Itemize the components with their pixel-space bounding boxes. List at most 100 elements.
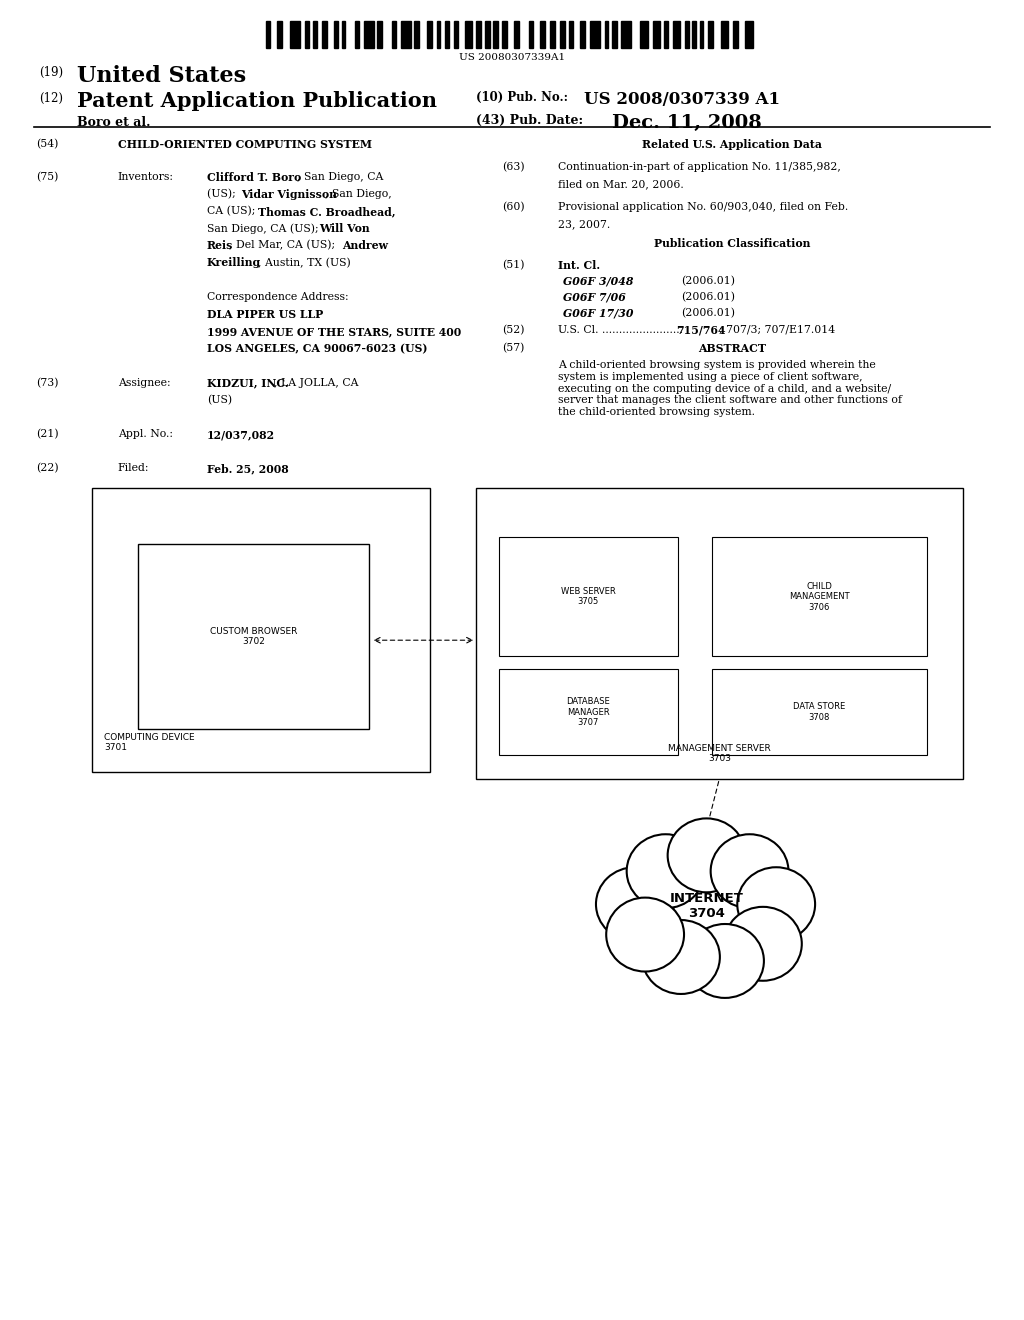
Bar — [427, 21, 432, 48]
Bar — [652, 21, 660, 48]
Text: (63): (63) — [502, 162, 524, 173]
Bar — [445, 21, 449, 48]
Bar — [529, 21, 534, 48]
Text: (12): (12) — [39, 92, 62, 106]
Bar — [290, 21, 300, 48]
Bar — [266, 21, 270, 48]
Text: Provisional application No. 60/903,040, filed on Feb.: Provisional application No. 60/903,040, … — [558, 202, 848, 211]
Bar — [378, 21, 382, 48]
Bar — [392, 21, 396, 48]
Bar — [499, 669, 678, 755]
Text: US 2008/0307339 A1: US 2008/0307339 A1 — [584, 91, 779, 108]
Bar — [436, 21, 440, 48]
Bar — [92, 488, 430, 772]
Ellipse shape — [668, 818, 745, 892]
Ellipse shape — [627, 834, 705, 908]
Text: INTERNET
3704: INTERNET 3704 — [670, 891, 743, 920]
Bar — [745, 21, 753, 48]
Text: , LA JOLLA, CA: , LA JOLLA, CA — [274, 378, 359, 388]
Ellipse shape — [724, 907, 802, 981]
Text: CA (US);: CA (US); — [207, 206, 259, 216]
Bar — [454, 21, 458, 48]
Bar — [712, 537, 927, 656]
Text: CUSTOM BROWSER
3702: CUSTOM BROWSER 3702 — [210, 627, 297, 645]
Text: (2006.01): (2006.01) — [681, 292, 735, 302]
Text: Vidar Vignisson: Vidar Vignisson — [241, 189, 337, 199]
Text: G06F 3/048: G06F 3/048 — [563, 276, 634, 286]
Text: (22): (22) — [36, 463, 58, 474]
Text: CHILD
MANAGEMENT
3706: CHILD MANAGEMENT 3706 — [788, 582, 850, 611]
Text: Related U.S. Application Data: Related U.S. Application Data — [642, 139, 822, 149]
Bar — [322, 21, 327, 48]
Ellipse shape — [596, 867, 674, 941]
Text: Publication Classification: Publication Classification — [654, 238, 810, 248]
Text: COMPUTING DEVICE
3701: COMPUTING DEVICE 3701 — [104, 733, 196, 752]
Text: Kreilling: Kreilling — [207, 257, 261, 268]
Bar — [313, 21, 316, 48]
Text: LOS ANGELES, CA 90067-6023 (US): LOS ANGELES, CA 90067-6023 (US) — [207, 343, 427, 354]
Bar — [494, 21, 499, 48]
Text: (54): (54) — [36, 139, 58, 149]
Text: G06F 17/30: G06F 17/30 — [563, 308, 634, 318]
Text: (60): (60) — [502, 202, 524, 213]
Text: DATA STORE
3708: DATA STORE 3708 — [793, 702, 846, 722]
Text: Patent Application Publication: Patent Application Publication — [77, 91, 437, 111]
Bar — [580, 21, 585, 48]
Text: , San Diego,: , San Diego, — [326, 189, 392, 199]
Text: 12/037,082: 12/037,082 — [207, 429, 275, 440]
Bar — [712, 669, 927, 755]
Bar — [664, 21, 668, 48]
Text: U.S. Cl. ........................: U.S. Cl. ........................ — [558, 325, 683, 335]
Text: , Del Mar, CA (US);: , Del Mar, CA (US); — [229, 240, 339, 251]
Text: San Diego, CA (US);: San Diego, CA (US); — [207, 223, 322, 234]
Text: WEB SERVER
3705: WEB SERVER 3705 — [561, 587, 615, 606]
Text: (US);: (US); — [207, 189, 239, 199]
Text: 1999 AVENUE OF THE STARS, SUITE 400: 1999 AVENUE OF THE STARS, SUITE 400 — [207, 326, 461, 337]
Bar — [138, 544, 369, 729]
Bar — [364, 21, 374, 48]
Text: A child-oriented browsing system is provided wherein the
system is implemented u: A child-oriented browsing system is prov… — [558, 360, 902, 417]
Text: CHILD-ORIENTED COMPUTING SYSTEM: CHILD-ORIENTED COMPUTING SYSTEM — [118, 139, 372, 149]
Bar — [621, 21, 631, 48]
Bar — [476, 488, 963, 779]
Bar — [699, 21, 703, 48]
Text: filed on Mar. 20, 2006.: filed on Mar. 20, 2006. — [558, 180, 684, 190]
Text: 715/764: 715/764 — [676, 325, 725, 335]
Text: (2006.01): (2006.01) — [681, 276, 735, 286]
Text: ; 707/3; 707/E17.014: ; 707/3; 707/E17.014 — [719, 325, 835, 335]
Bar — [502, 21, 507, 48]
Text: Appl. No.:: Appl. No.: — [118, 429, 173, 440]
Text: 23, 2007.: 23, 2007. — [558, 219, 610, 228]
Text: Clifford T. Boro: Clifford T. Boro — [207, 172, 301, 182]
Text: MANAGEMENT SERVER
3703: MANAGEMENT SERVER 3703 — [668, 743, 771, 763]
Text: G06F 7/06: G06F 7/06 — [563, 292, 626, 302]
Bar — [304, 21, 309, 48]
Ellipse shape — [737, 867, 815, 941]
Text: Boro et al.: Boro et al. — [77, 116, 151, 129]
Bar — [499, 537, 678, 656]
Text: Dec. 11, 2008: Dec. 11, 2008 — [612, 114, 762, 132]
Text: (73): (73) — [36, 378, 58, 388]
Text: (US): (US) — [207, 395, 232, 405]
Text: (19): (19) — [39, 66, 63, 79]
Bar — [640, 21, 648, 48]
Text: DLA PIPER US LLP: DLA PIPER US LLP — [207, 309, 324, 319]
Text: (43) Pub. Date:: (43) Pub. Date: — [476, 114, 584, 127]
Bar — [355, 21, 358, 48]
Bar — [334, 21, 338, 48]
Text: Will Von: Will Von — [319, 223, 370, 234]
Ellipse shape — [642, 920, 720, 994]
Bar — [465, 21, 472, 48]
Text: Filed:: Filed: — [118, 463, 150, 474]
Bar — [685, 21, 688, 48]
Bar — [484, 21, 489, 48]
Bar — [415, 21, 420, 48]
Ellipse shape — [686, 924, 764, 998]
Bar — [590, 21, 600, 48]
Text: (75): (75) — [36, 172, 58, 182]
Bar — [733, 21, 738, 48]
Text: (10) Pub. No.:: (10) Pub. No.: — [476, 91, 568, 104]
Bar — [342, 21, 345, 48]
Bar — [612, 21, 617, 48]
Bar — [673, 21, 680, 48]
